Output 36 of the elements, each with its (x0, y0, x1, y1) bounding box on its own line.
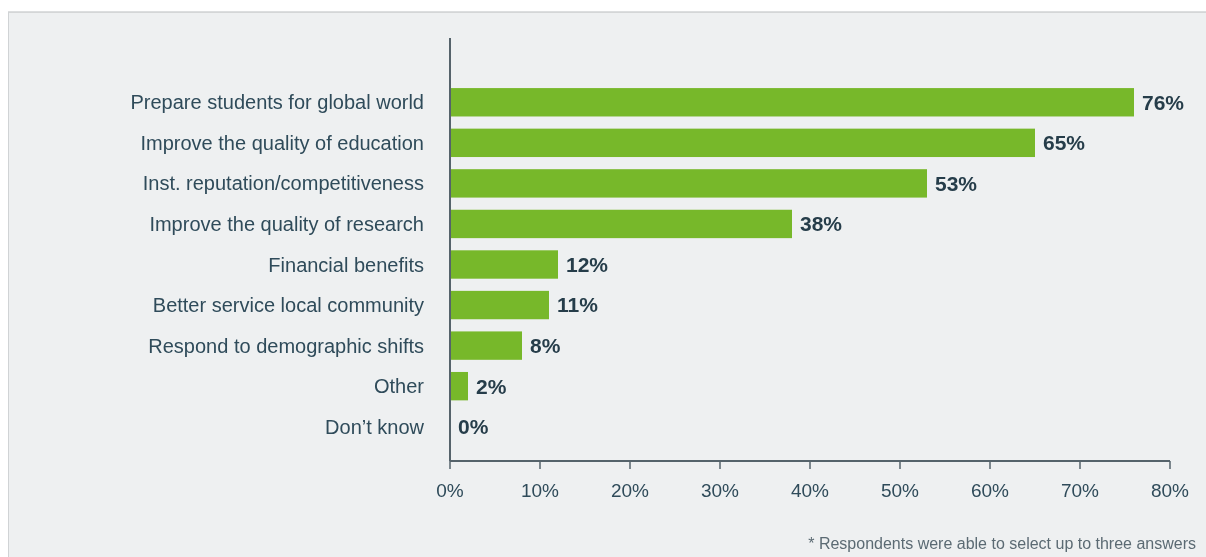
x-tick-label: 0% (436, 480, 464, 501)
x-tick-label: 20% (610, 480, 650, 501)
x-tick-label: 30% (700, 480, 740, 501)
text: * Respondents were able to select up to three answers (808, 535, 1196, 552)
bar (450, 331, 522, 360)
bar (450, 209, 792, 239)
x-tick-label: 40% (790, 480, 830, 501)
data-label: 0% (458, 415, 489, 439)
bar (450, 169, 927, 198)
data-label: 65% (1043, 131, 1086, 155)
bar (450, 88, 1134, 117)
data-label: 76% (1142, 90, 1185, 114)
bar (450, 371, 468, 401)
data-label: 2% (476, 374, 507, 398)
y-tick-label: Financial benefits (268, 253, 424, 276)
bar (450, 250, 558, 279)
data-label: 11% (557, 293, 599, 317)
x-tick-label: 60% (970, 480, 1010, 501)
x-tick-label: 70% (1060, 480, 1100, 501)
x-tick-label: 50% (880, 480, 920, 501)
data-label: 12% (566, 252, 609, 276)
y-tick-label: Respond to demographic shifts (148, 334, 424, 357)
y-tick-label: Other (373, 375, 425, 398)
bar (450, 128, 1035, 158)
data-label: 38% (800, 212, 843, 236)
y-tick-label: Improve the quality of research (149, 212, 424, 235)
y-tick-label: Prepare students for global world (130, 91, 424, 114)
data-label: 53% (935, 171, 978, 195)
y-tick-label: Don’t know (325, 415, 425, 438)
bar (450, 290, 549, 320)
x-tick-label: 80% (1150, 480, 1190, 501)
y-tick-label: Improve the quality of education (140, 131, 424, 154)
data-label: 8% (530, 333, 561, 357)
y-tick-label: Inst. reputation/competitiveness (142, 172, 424, 195)
y-tick-label: Better service local community (152, 294, 424, 317)
x-tick-label: 10% (520, 480, 560, 501)
